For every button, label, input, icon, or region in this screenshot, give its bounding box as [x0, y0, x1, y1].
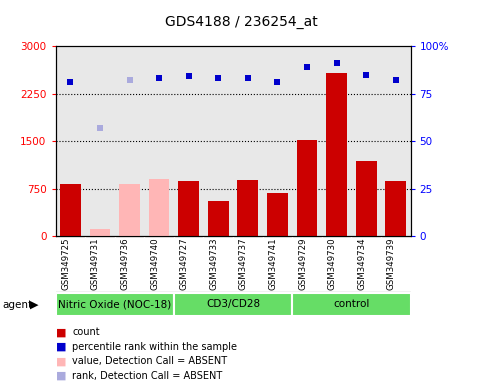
Text: ■: ■	[56, 371, 66, 381]
Bar	[149, 179, 170, 236]
Text: CD3/CD28: CD3/CD28	[206, 299, 260, 310]
Text: agent: agent	[2, 300, 32, 310]
Text: GSM349736: GSM349736	[120, 238, 129, 290]
Bar	[174, 293, 292, 316]
Point	[214, 75, 222, 81]
Point	[96, 125, 104, 131]
Text: GSM349725: GSM349725	[61, 238, 71, 290]
Text: GSM349729: GSM349729	[298, 238, 307, 290]
Bar	[238, 180, 258, 236]
Text: ▶: ▶	[30, 300, 39, 310]
Point	[362, 71, 370, 78]
Text: GSM349733: GSM349733	[209, 238, 218, 290]
Text: GSM349740: GSM349740	[150, 238, 159, 290]
Text: control: control	[333, 299, 369, 310]
Point	[333, 60, 341, 66]
Bar	[385, 181, 406, 236]
Bar	[89, 228, 110, 236]
Text: GSM349731: GSM349731	[91, 238, 100, 290]
Text: GSM349730: GSM349730	[327, 238, 337, 290]
Bar	[60, 184, 81, 236]
Point	[67, 79, 74, 85]
Bar	[326, 73, 347, 236]
Text: Nitric Oxide (NOC-18): Nitric Oxide (NOC-18)	[58, 299, 171, 310]
Text: percentile rank within the sample: percentile rank within the sample	[72, 342, 238, 352]
Point	[244, 75, 252, 81]
Point	[392, 77, 399, 83]
Text: GSM349734: GSM349734	[357, 238, 366, 290]
Bar	[56, 293, 174, 316]
Point	[185, 73, 193, 79]
Point	[303, 64, 311, 70]
Bar	[267, 193, 288, 236]
Bar	[208, 201, 228, 236]
Text: count: count	[72, 327, 100, 337]
Bar	[292, 293, 411, 316]
Point	[155, 75, 163, 81]
Bar	[356, 161, 377, 236]
Text: value, Detection Call = ABSENT: value, Detection Call = ABSENT	[72, 356, 227, 366]
Bar	[297, 140, 317, 236]
Text: GSM349741: GSM349741	[269, 238, 277, 290]
Text: GDS4188 / 236254_at: GDS4188 / 236254_at	[165, 15, 318, 29]
Text: GSM349737: GSM349737	[239, 238, 248, 290]
Text: ■: ■	[56, 342, 66, 352]
Text: ■: ■	[56, 327, 66, 337]
Bar	[178, 181, 199, 236]
Point	[273, 79, 281, 85]
Text: rank, Detection Call = ABSENT: rank, Detection Call = ABSENT	[72, 371, 223, 381]
Bar	[119, 184, 140, 236]
Text: GSM349739: GSM349739	[387, 238, 396, 290]
Point	[126, 77, 133, 83]
Text: GSM349727: GSM349727	[180, 238, 189, 290]
Text: ■: ■	[56, 356, 66, 366]
